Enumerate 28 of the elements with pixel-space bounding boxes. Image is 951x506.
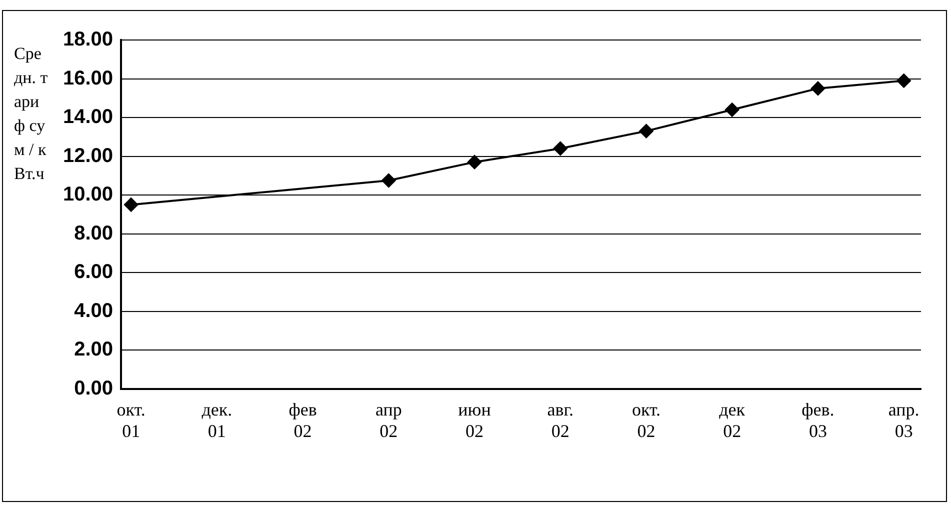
x-tick-label: фев 02 [288,399,317,441]
point [468,155,482,170]
x-tick-label: фев. 03 [802,399,834,441]
y-axis-title: Средн. тариф сум / кВт.ч [14,43,48,185]
point [553,142,568,156]
x-tick-label: окт. 02 [632,399,661,441]
y-tick-label: 0.00 [74,377,114,400]
x-tick-label: дек. 01 [202,399,232,441]
x-tick-label: апр 02 [375,399,402,441]
x-tick-label: авг. 02 [547,399,574,441]
y-tick-label: 18.00 [62,28,114,51]
point [124,198,138,212]
x-tick-label: дек 02 [719,399,746,441]
x-tick-label: апр. 03 [888,399,920,441]
point [639,124,654,138]
point [382,173,396,188]
y-tick-label: 6.00 [74,261,114,284]
y-tick-label: 12.00 [62,144,114,167]
y-tick-label: 4.00 [74,300,114,322]
x-tick-label: июн 02 [458,399,492,441]
y-tick-label: 2.00 [74,338,114,361]
y-tick-label: 8.00 [74,222,114,244]
y-tick-label: 10.00 [62,184,114,206]
y-tick-label: 14.00 [62,106,114,128]
point [725,102,740,117]
x-tick-label: окт. 01 [116,399,146,441]
point [896,74,911,88]
y-tick-label: 16.00 [62,67,114,90]
